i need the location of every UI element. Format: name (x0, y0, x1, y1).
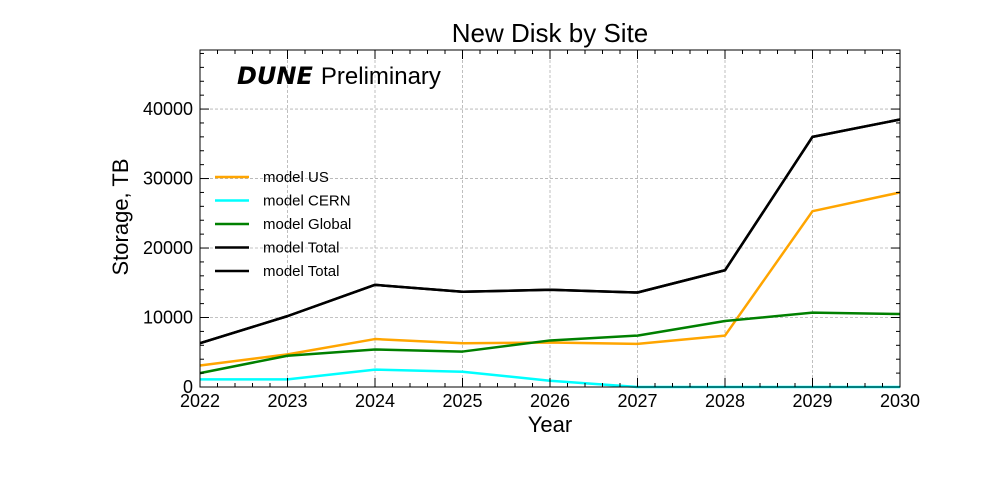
series-line-0 (199, 191, 901, 367)
x-tick-label: 2023 (267, 391, 307, 411)
watermark-bold: DUNE (237, 62, 313, 90)
x-tick-label: 2027 (617, 391, 657, 411)
x-tick-label: 2026 (530, 391, 570, 411)
x-tick-label: 2030 (880, 391, 920, 411)
legend-label-2: model Global (263, 216, 351, 233)
dune-watermark: DUNE Preliminary (237, 62, 441, 90)
y-tick-label: 20000 (143, 238, 193, 258)
series-line-2 (199, 311, 901, 375)
y-tick-label: 0 (183, 377, 193, 397)
y-tick-label: 40000 (143, 99, 193, 119)
series-line-4 (199, 118, 901, 345)
y-axis-title: Storage, TB (108, 159, 133, 276)
x-axis-title: Year (528, 412, 572, 437)
y-tick-label: 30000 (143, 169, 193, 189)
legend-label-1: model CERN (263, 193, 351, 210)
axis-ticks: 2022 2023 2024 2025 2026 2027 2028 2029 2030 0 100… (143, 50, 920, 411)
x-tick-label: 2029 (792, 391, 832, 411)
x-tick-label: 2022 (180, 391, 220, 411)
legend-label-3: model Total (263, 240, 339, 257)
legend: model US model CERN model Global model Tota… (215, 169, 351, 280)
x-tick-label: 2028 (705, 391, 745, 411)
y-tick-label: 10000 (143, 308, 193, 328)
legend-label-4: model Total (263, 263, 339, 280)
watermark-plain: Preliminary (321, 63, 441, 90)
x-tick-label: 2025 (442, 391, 482, 411)
chart-title: New Disk by Site (452, 18, 649, 48)
x-tick-label: 2024 (355, 391, 395, 411)
legend-label-0: model US (263, 169, 329, 186)
